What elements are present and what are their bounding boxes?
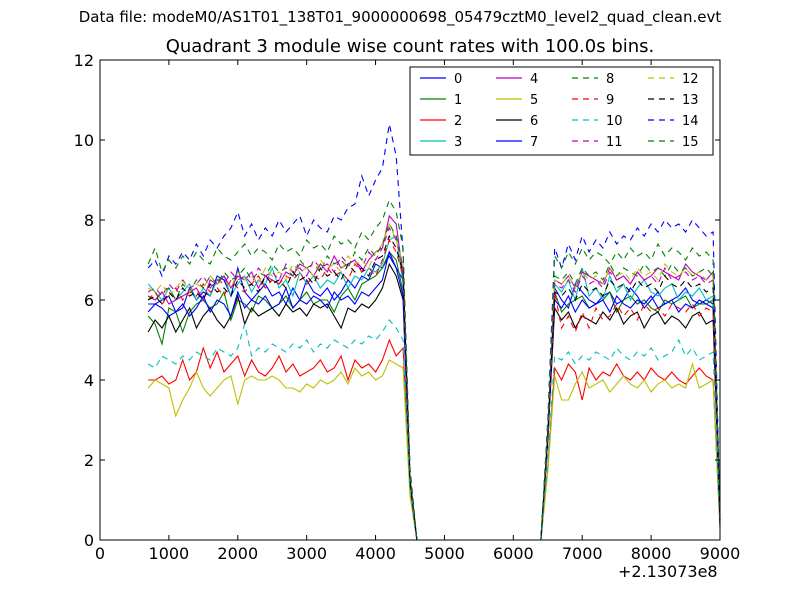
series-line-14 [147,123,721,541]
legend-label-12: 12 [682,72,699,87]
x-tick-label: 1000 [149,544,190,563]
x-tick-label: 6000 [493,544,534,563]
x-axis-offset-label: +2.13073e8 [618,562,718,581]
series-line-15 [147,198,721,541]
legend-label-1: 1 [454,93,462,108]
series-line-10 [147,319,721,541]
legend-label-10: 10 [606,114,623,129]
series-line-0 [148,254,721,541]
y-tick-label: 8 [84,211,94,230]
x-tick-label: 9000 [700,544,741,563]
x-tick-label: 4000 [355,544,396,563]
series-line-8 [147,222,721,541]
y-tick-label: 2 [84,451,94,470]
y-tick-label: 6 [84,291,94,310]
legend-label-5: 5 [530,93,538,108]
series-line-12 [147,222,721,541]
y-tick-label: 10 [74,131,94,150]
legend-label-9: 9 [606,93,614,108]
y-tick-label: 0 [84,531,94,550]
legend-frame [409,66,714,156]
figure-supertitle: Data file: modeM0/AS1T01_138T01_90000006… [78,8,722,26]
x-tick-label: 0 [95,544,105,563]
x-tick-label: 3000 [286,544,327,563]
series-line-2 [148,338,721,541]
legend-label-13: 13 [682,93,699,108]
legend-label-4: 4 [530,72,538,87]
x-tick-label: 7000 [562,544,603,563]
legend-label-8: 8 [606,72,614,87]
x-tick-label: 5000 [424,544,465,563]
legend-label-15: 15 [682,135,699,150]
series-line-13 [147,234,721,541]
series-line-1 [147,250,721,541]
legend-label-11: 11 [606,135,623,150]
chart-title: Quadrant 3 module wise count rates with … [165,36,655,57]
series-line-4 [147,214,721,541]
y-tick-label: 12 [74,51,94,70]
axis-ticks: 0 1000 2000 3000 4000 5000 6000 7000 8000 9000 0 2 4… [74,51,741,563]
legend-label-0: 0 [454,72,462,87]
x-tick-label: 2000 [217,544,258,563]
series-line-7 [147,250,721,541]
legend-label-2: 2 [454,114,462,129]
series-line-5 [147,359,721,541]
x-tick-label: 8000 [631,544,672,563]
legend-label-7: 7 [530,135,538,150]
legend-label-14: 14 [682,114,699,129]
legend-label-3: 3 [454,135,462,150]
series-layer [147,123,721,541]
legend-label-6: 6 [530,114,538,129]
y-tick-label: 4 [84,371,94,390]
